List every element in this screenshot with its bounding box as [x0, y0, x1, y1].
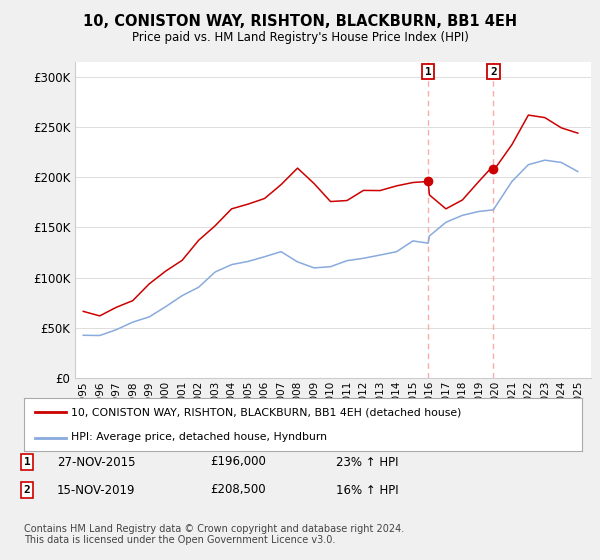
Text: 1: 1	[23, 457, 31, 467]
Text: 16% ↑ HPI: 16% ↑ HPI	[336, 483, 398, 497]
Text: 2: 2	[23, 485, 31, 495]
Text: 27-NOV-2015: 27-NOV-2015	[57, 455, 136, 469]
Text: HPI: Average price, detached house, Hyndburn: HPI: Average price, detached house, Hynd…	[71, 432, 328, 442]
Text: 15-NOV-2019: 15-NOV-2019	[57, 483, 136, 497]
Text: £196,000: £196,000	[210, 455, 266, 469]
Text: Contains HM Land Registry data © Crown copyright and database right 2024.
This d: Contains HM Land Registry data © Crown c…	[24, 524, 404, 545]
Text: 10, CONISTON WAY, RISHTON, BLACKBURN, BB1 4EH: 10, CONISTON WAY, RISHTON, BLACKBURN, BB…	[83, 14, 517, 29]
Text: £208,500: £208,500	[210, 483, 266, 497]
Text: 1: 1	[425, 67, 431, 77]
Text: 23% ↑ HPI: 23% ↑ HPI	[336, 455, 398, 469]
Text: 10, CONISTON WAY, RISHTON, BLACKBURN, BB1 4EH (detached house): 10, CONISTON WAY, RISHTON, BLACKBURN, BB…	[71, 408, 462, 418]
Text: Price paid vs. HM Land Registry's House Price Index (HPI): Price paid vs. HM Land Registry's House …	[131, 31, 469, 44]
Text: 2: 2	[490, 67, 497, 77]
